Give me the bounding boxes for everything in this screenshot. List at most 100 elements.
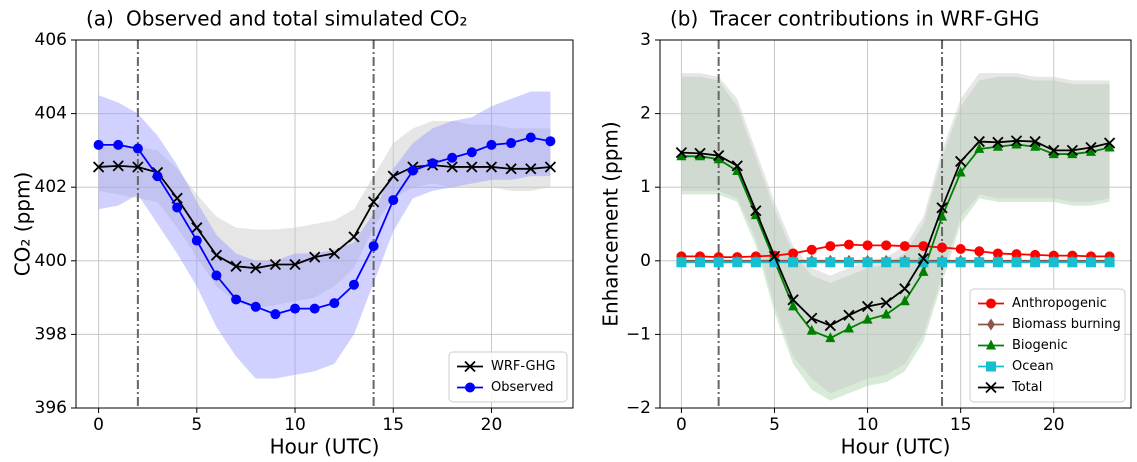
marker bbox=[769, 257, 780, 268]
marker bbox=[309, 303, 320, 314]
marker bbox=[713, 257, 724, 268]
marker bbox=[250, 301, 261, 312]
marker bbox=[113, 139, 124, 150]
marker bbox=[899, 241, 910, 252]
marker bbox=[806, 324, 817, 335]
marker bbox=[486, 139, 497, 150]
marker bbox=[695, 257, 706, 268]
marker bbox=[992, 140, 1003, 151]
marker bbox=[1048, 144, 1060, 157]
marker bbox=[750, 257, 761, 268]
marker bbox=[861, 300, 874, 313]
marker bbox=[1104, 257, 1115, 268]
marker bbox=[191, 222, 203, 234]
marker bbox=[1011, 257, 1022, 268]
marker bbox=[172, 202, 183, 213]
series bbox=[675, 135, 1116, 332]
marker bbox=[974, 246, 985, 257]
marker bbox=[881, 240, 892, 251]
marker bbox=[880, 297, 892, 309]
x-tick-label: 20 bbox=[1043, 415, 1065, 435]
marker bbox=[544, 161, 557, 173]
marker bbox=[881, 308, 892, 319]
marker bbox=[917, 252, 930, 265]
marker bbox=[973, 135, 985, 148]
marker bbox=[750, 205, 762, 217]
legend-box bbox=[448, 351, 568, 403]
marker bbox=[974, 257, 985, 268]
x-tick-label: 10 bbox=[857, 415, 879, 435]
marker bbox=[936, 202, 948, 214]
marker bbox=[937, 242, 948, 253]
legend-marker bbox=[986, 361, 996, 372]
plot-frame bbox=[659, 39, 1132, 409]
marker bbox=[525, 163, 537, 175]
marker bbox=[525, 132, 536, 143]
marker bbox=[348, 231, 360, 243]
marker bbox=[93, 139, 104, 150]
marker bbox=[824, 319, 836, 332]
uncertainty-band bbox=[681, 76, 1110, 401]
x-tick-label: 10 bbox=[284, 415, 306, 435]
marker bbox=[955, 244, 966, 255]
marker bbox=[250, 262, 262, 274]
marker bbox=[309, 251, 321, 263]
marker bbox=[787, 294, 799, 306]
x-tick-label: 0 bbox=[676, 415, 687, 435]
marker bbox=[388, 195, 399, 206]
legend-label: Biomass burning bbox=[1012, 317, 1121, 332]
marker bbox=[152, 171, 163, 182]
marker bbox=[231, 294, 242, 305]
panel-label: (b) bbox=[670, 7, 698, 31]
marker bbox=[899, 257, 910, 268]
marker bbox=[191, 235, 202, 246]
legend-label: Anthropogenic bbox=[1012, 296, 1107, 311]
marker bbox=[132, 161, 144, 173]
marker bbox=[210, 249, 223, 261]
marker bbox=[862, 240, 873, 251]
x-tick-label: 15 bbox=[950, 415, 972, 435]
marker bbox=[825, 241, 836, 252]
legend-label: Ocean bbox=[1012, 359, 1054, 374]
marker bbox=[1085, 141, 1097, 154]
legend-marker bbox=[464, 360, 476, 373]
chart-title: Tracer contributions in WRF-GHG bbox=[709, 7, 1039, 31]
x-axis-label: Hour (UTC) bbox=[841, 435, 951, 459]
marker bbox=[112, 160, 124, 172]
marker bbox=[270, 309, 281, 320]
marker bbox=[1066, 144, 1078, 157]
marker bbox=[918, 241, 929, 252]
marker bbox=[731, 160, 743, 172]
marker bbox=[1085, 257, 1096, 268]
marker bbox=[1104, 141, 1115, 152]
marker bbox=[427, 158, 438, 169]
marker bbox=[974, 142, 985, 153]
marker bbox=[1010, 135, 1023, 147]
x-tick-label: 15 bbox=[382, 415, 404, 435]
marker bbox=[1029, 135, 1041, 148]
marker bbox=[387, 170, 399, 182]
marker bbox=[230, 260, 242, 272]
marker bbox=[329, 298, 340, 309]
marker bbox=[485, 161, 498, 173]
marker bbox=[446, 161, 458, 173]
y-tick-label: −1 bbox=[626, 324, 651, 344]
marker bbox=[843, 239, 854, 250]
x-tick-label: 5 bbox=[769, 415, 780, 435]
marker bbox=[992, 248, 1003, 259]
marker bbox=[367, 196, 380, 208]
marker bbox=[505, 163, 517, 175]
x-tick-label: 0 bbox=[93, 415, 104, 435]
marker bbox=[92, 161, 105, 173]
series bbox=[93, 132, 556, 320]
panel-label: (a) bbox=[86, 7, 114, 31]
marker bbox=[1030, 257, 1041, 268]
marker bbox=[1085, 145, 1096, 156]
marker bbox=[1067, 148, 1078, 159]
uncertainty-band bbox=[681, 73, 1110, 394]
y-tick-label: 396 bbox=[35, 398, 67, 418]
marker bbox=[368, 241, 379, 252]
marker bbox=[899, 283, 911, 295]
marker bbox=[290, 303, 301, 314]
series bbox=[676, 257, 1115, 268]
